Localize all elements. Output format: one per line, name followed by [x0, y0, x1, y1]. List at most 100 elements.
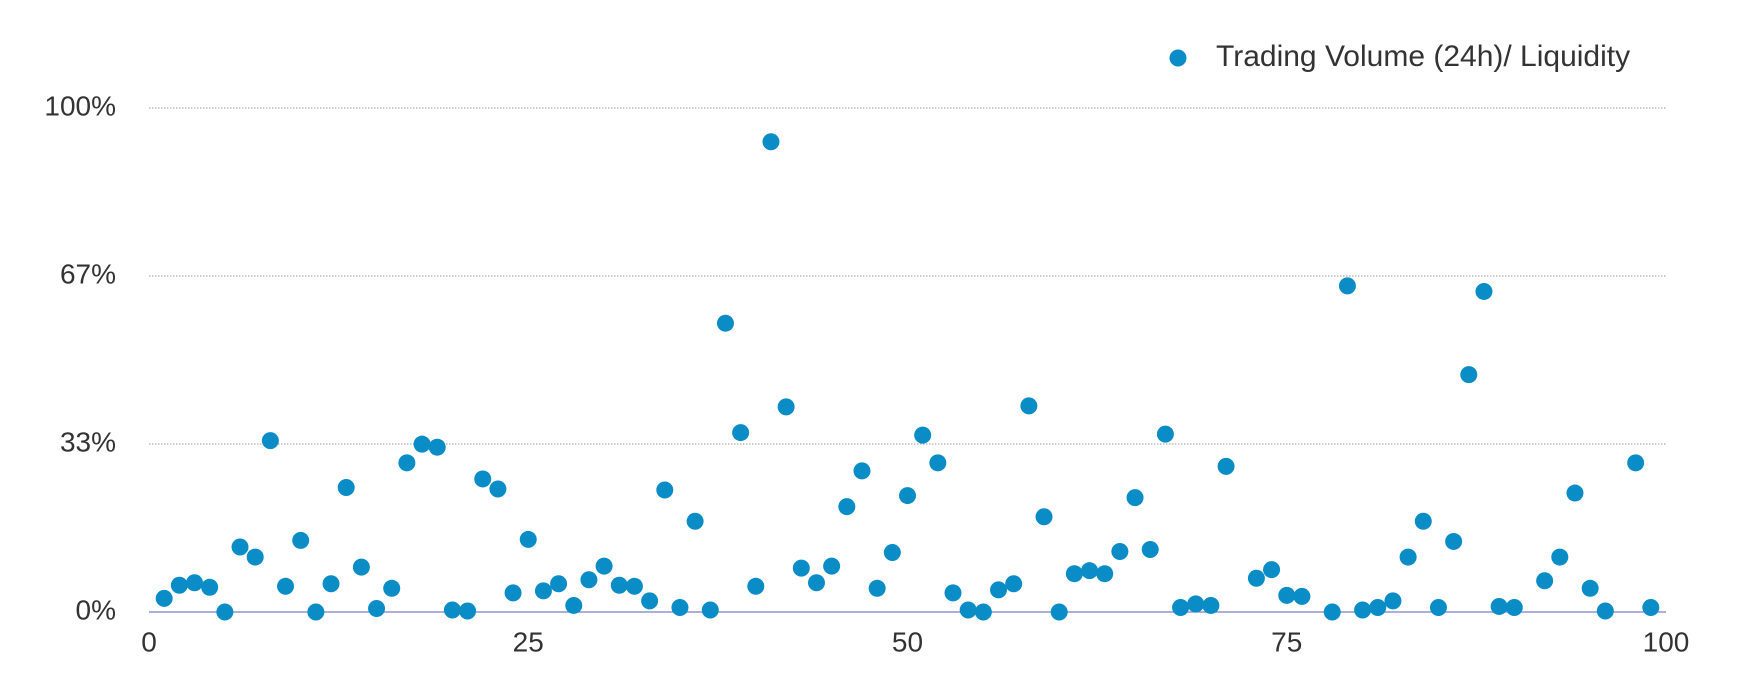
point	[1323, 603, 1341, 621]
point	[489, 480, 507, 498]
point	[1642, 598, 1660, 616]
point	[186, 574, 204, 592]
point	[974, 603, 992, 621]
point	[155, 589, 173, 607]
point	[944, 584, 962, 602]
point	[853, 462, 871, 480]
point	[1551, 548, 1569, 566]
point	[792, 559, 810, 577]
point	[550, 575, 568, 593]
point	[1475, 282, 1493, 300]
point	[1081, 562, 1099, 580]
point	[807, 574, 825, 592]
point	[352, 558, 370, 576]
point	[307, 603, 325, 621]
point	[1096, 565, 1114, 583]
point	[261, 432, 279, 450]
point	[625, 577, 643, 595]
point	[1536, 572, 1554, 590]
point	[1505, 598, 1523, 616]
point	[1293, 587, 1311, 605]
x-tick-label: 100	[1643, 626, 1690, 657]
point	[899, 487, 916, 505]
point	[1445, 532, 1463, 550]
y-tick-label: 100%	[44, 90, 116, 121]
point	[1111, 543, 1129, 561]
point	[747, 577, 765, 595]
point	[1065, 565, 1083, 583]
point	[777, 398, 795, 416]
point	[1247, 569, 1265, 587]
point	[1596, 602, 1614, 620]
point	[762, 133, 780, 151]
point	[443, 601, 461, 619]
point	[1172, 598, 1190, 616]
point	[1187, 595, 1205, 613]
point	[1020, 397, 1038, 415]
point	[641, 592, 659, 610]
point	[1429, 598, 1447, 616]
point	[701, 601, 719, 619]
point	[1399, 548, 1417, 566]
point	[1581, 579, 1599, 597]
point	[398, 454, 416, 472]
point	[1354, 601, 1372, 619]
point	[1414, 512, 1432, 530]
point	[1126, 489, 1144, 507]
point	[595, 557, 613, 575]
point	[1141, 541, 1159, 559]
point	[1263, 561, 1281, 579]
legend-label: Trading Volume (24h)/ Liquidity	[1216, 40, 1630, 73]
point	[246, 548, 264, 566]
point	[868, 579, 886, 597]
point	[459, 602, 477, 620]
x-tick-label: 25	[513, 626, 544, 657]
point	[428, 438, 446, 456]
point	[716, 314, 734, 332]
point	[504, 584, 522, 602]
y-tick-label: 0%	[76, 594, 116, 625]
point	[201, 578, 219, 596]
point	[368, 599, 386, 617]
point	[292, 531, 310, 549]
point	[838, 498, 856, 516]
point	[929, 454, 947, 472]
point	[322, 575, 340, 593]
point	[1202, 596, 1220, 614]
point	[671, 598, 689, 616]
point	[1460, 366, 1478, 384]
legend-marker	[1169, 49, 1187, 67]
point	[1627, 454, 1645, 472]
point	[565, 596, 583, 614]
x-tick-label: 0	[141, 626, 157, 657]
point	[277, 577, 295, 595]
point	[337, 479, 355, 497]
point	[231, 538, 249, 556]
y-tick-label: 67%	[60, 258, 116, 289]
point	[823, 557, 841, 575]
point	[534, 582, 552, 600]
point	[990, 581, 1008, 599]
point	[216, 603, 234, 621]
point	[1490, 597, 1508, 615]
point	[519, 530, 537, 548]
point	[914, 426, 932, 444]
point	[610, 576, 628, 594]
point	[1156, 425, 1174, 443]
point	[1338, 277, 1356, 295]
point	[1369, 598, 1387, 616]
point	[383, 579, 401, 597]
point	[1050, 603, 1068, 621]
point	[580, 571, 598, 589]
y-tick-label: 33%	[60, 426, 116, 457]
point	[1217, 457, 1235, 475]
point	[1566, 484, 1584, 502]
point	[686, 512, 704, 530]
point	[474, 470, 492, 488]
point	[883, 544, 901, 562]
point	[1384, 592, 1402, 610]
point	[1035, 508, 1053, 526]
point	[732, 424, 750, 442]
point	[1278, 586, 1296, 604]
